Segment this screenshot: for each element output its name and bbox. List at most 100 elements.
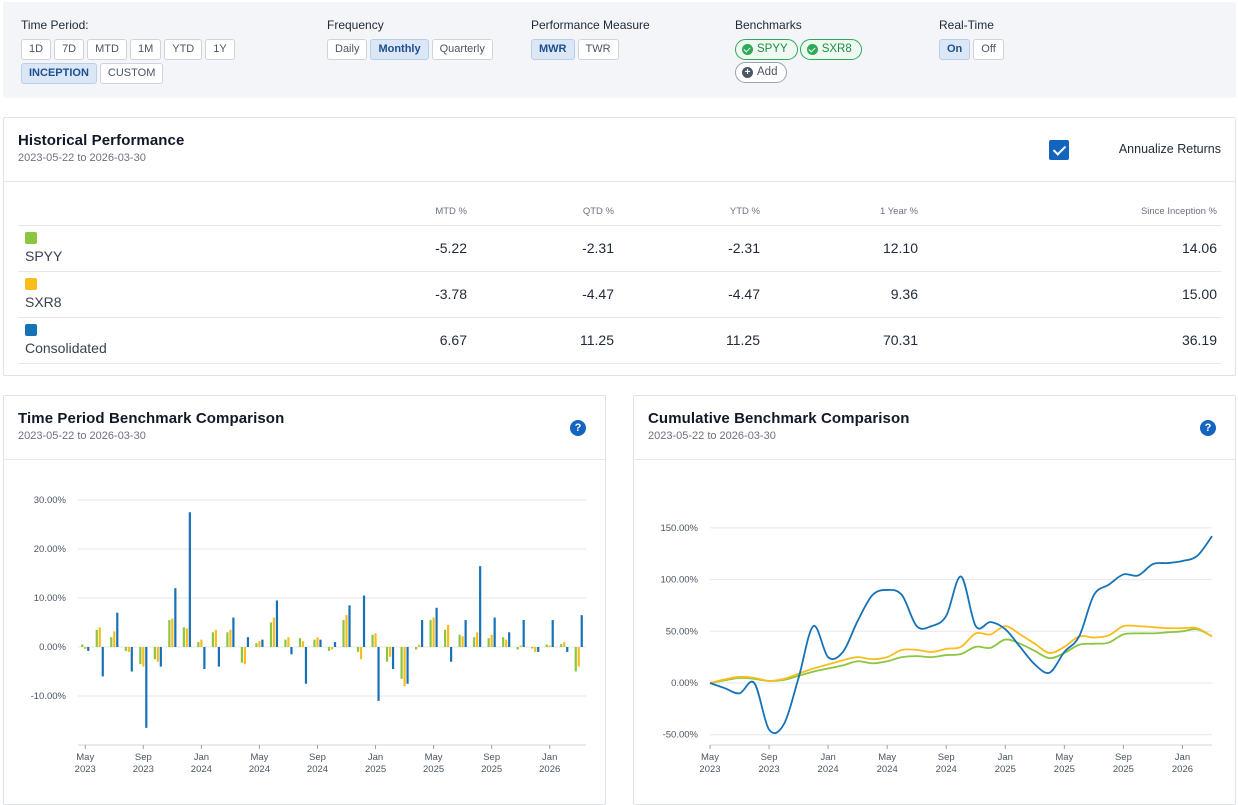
x-tick-label: May [701, 752, 719, 763]
time-period-custom-button[interactable]: CUSTOM [99, 63, 164, 84]
x-tick-label: 2023 [75, 764, 96, 775]
x-tick-label: May [425, 752, 443, 763]
bar-consolidated [130, 647, 133, 672]
bar-spyy [473, 637, 476, 647]
bar-sxr8 [403, 647, 406, 687]
x-tick-label: Jan [542, 752, 557, 763]
help-icon[interactable]: ? [1200, 420, 1216, 436]
benchmark-pill-spyy[interactable]: SPYY [735, 39, 798, 60]
bar-spyy [182, 627, 185, 647]
time-period-7d-button[interactable]: 7D [54, 39, 85, 60]
bar-spyy [110, 637, 113, 647]
bar-consolidated [435, 607, 438, 647]
time-period-1d-button[interactable]: 1D [21, 39, 52, 60]
divider [4, 181, 1235, 182]
x-tick-label: May [1055, 752, 1073, 763]
table-header-row: MTD % QTD % YTD % 1 Year % Since Incepti… [18, 198, 1221, 226]
x-tick-label: Jan [1175, 752, 1190, 763]
bar-sxr8 [272, 617, 276, 647]
line-consolidated [709, 535, 1213, 735]
bar-consolidated [420, 620, 424, 647]
x-tick-label: Sep [1115, 752, 1132, 763]
y-tick-label: 10.00% [34, 593, 67, 604]
measure-twr-button[interactable]: TWR [577, 39, 619, 60]
measure-mwr-button[interactable]: MWR [531, 39, 575, 60]
legend-swatch [25, 324, 37, 336]
bar-consolidated [551, 620, 554, 647]
annualize-label: Annualize Returns [1118, 142, 1221, 156]
bar-sxr8 [185, 628, 188, 647]
y-tick-label: 30.00% [34, 495, 67, 506]
time-period-ytd-button[interactable]: YTD [164, 39, 203, 60]
bar-spyy [429, 620, 432, 647]
bar-spyy [255, 643, 258, 647]
x-tick-label: Jan [820, 752, 835, 763]
value-cell: 15.00 [922, 271, 1221, 318]
bar-chart: 30.00%20.00%10.00%0.00%-10.00%May2023Sep… [31, 495, 586, 775]
time-period-title: Time Period Benchmark Comparison [18, 410, 285, 427]
bar-spyy [153, 647, 156, 660]
bar-spyy [574, 647, 577, 672]
real-time-off-button[interactable]: Off [973, 39, 1004, 60]
bar-spyy [414, 647, 418, 650]
x-tick-label: Sep [483, 752, 500, 763]
real-time-label: Real-Time [939, 18, 994, 32]
bar-sxr8 [330, 647, 334, 650]
value-cell: 6.67 [318, 317, 471, 364]
real-time-on-button[interactable]: On [939, 39, 971, 60]
row-name-cell: SXR8 [18, 271, 318, 318]
cumulative-date-range: 2023-05-22 to 2026-03-30 [648, 430, 776, 442]
bar-consolidated [101, 647, 104, 677]
bar-consolidated [261, 639, 264, 647]
bar-sxr8 [432, 617, 435, 647]
add-benchmark-button[interactable]: + Add [735, 62, 788, 83]
benchmark-pill-sxr8[interactable]: SXR8 [799, 39, 862, 60]
historical-performance-card: Historical Performance 2023-05-22 to 202… [3, 117, 1236, 376]
bar-consolidated [275, 600, 279, 647]
bar-sxr8 [98, 627, 101, 647]
historical-title: Historical Performance [18, 132, 185, 149]
frequency-daily-button[interactable]: Daily [327, 39, 368, 60]
bar-sxr8 [301, 641, 305, 647]
x-tick-label: 2023 [133, 764, 154, 775]
x-tick-label: 2023 [699, 764, 720, 775]
x-tick-label: May [878, 752, 896, 763]
x-tick-label: 2024 [936, 764, 957, 775]
column-header: Since Inception % [922, 198, 1221, 226]
benchmark-label: SXR8 [821, 43, 852, 55]
x-tick-label: 2025 [1054, 764, 1075, 775]
bar-sxr8 [534, 647, 537, 652]
bar-spyy [444, 629, 447, 647]
value-cell: 36.19 [922, 317, 1221, 364]
help-icon[interactable]: ? [570, 420, 586, 436]
value-cell: -3.78 [318, 271, 471, 318]
time-period-inception-button[interactable]: INCEPTION [21, 63, 97, 84]
time-period-mtd-button[interactable]: MTD [87, 39, 127, 60]
y-tick-label: 0.00% [39, 642, 66, 653]
performance-table: MTD % QTD % YTD % 1 Year % Since Incepti… [18, 198, 1221, 364]
bar-consolidated [493, 617, 496, 647]
bar-consolidated [290, 647, 293, 655]
legend-swatch [25, 232, 37, 244]
bar-spyy [168, 620, 171, 647]
y-tick-label: 150.00% [660, 523, 698, 534]
value-cell: -4.47 [471, 271, 618, 318]
frequency-quarterly-button[interactable]: Quarterly [431, 39, 493, 60]
bar-spyy [516, 647, 519, 650]
value-cell: -4.47 [618, 271, 764, 318]
bar-consolidated [508, 632, 511, 647]
name-column-header [18, 198, 318, 226]
bar-sxr8 [142, 647, 145, 667]
bar-spyy [531, 647, 534, 649]
bar-consolidated [217, 647, 220, 667]
time-period-1y-button[interactable]: 1Y [205, 39, 235, 60]
frequency-monthly-button[interactable]: Monthly [370, 39, 429, 60]
plus-circle-icon: + [742, 67, 753, 78]
bar-spyy [545, 644, 548, 647]
annualize-checkbox[interactable] [1049, 140, 1069, 160]
bar-spyy [502, 637, 505, 647]
time-period-1m-button[interactable]: 1M [129, 39, 162, 60]
benchmark-label: SPYY [757, 43, 788, 55]
bar-consolidated [145, 647, 148, 728]
value-cell: -5.22 [318, 225, 471, 272]
